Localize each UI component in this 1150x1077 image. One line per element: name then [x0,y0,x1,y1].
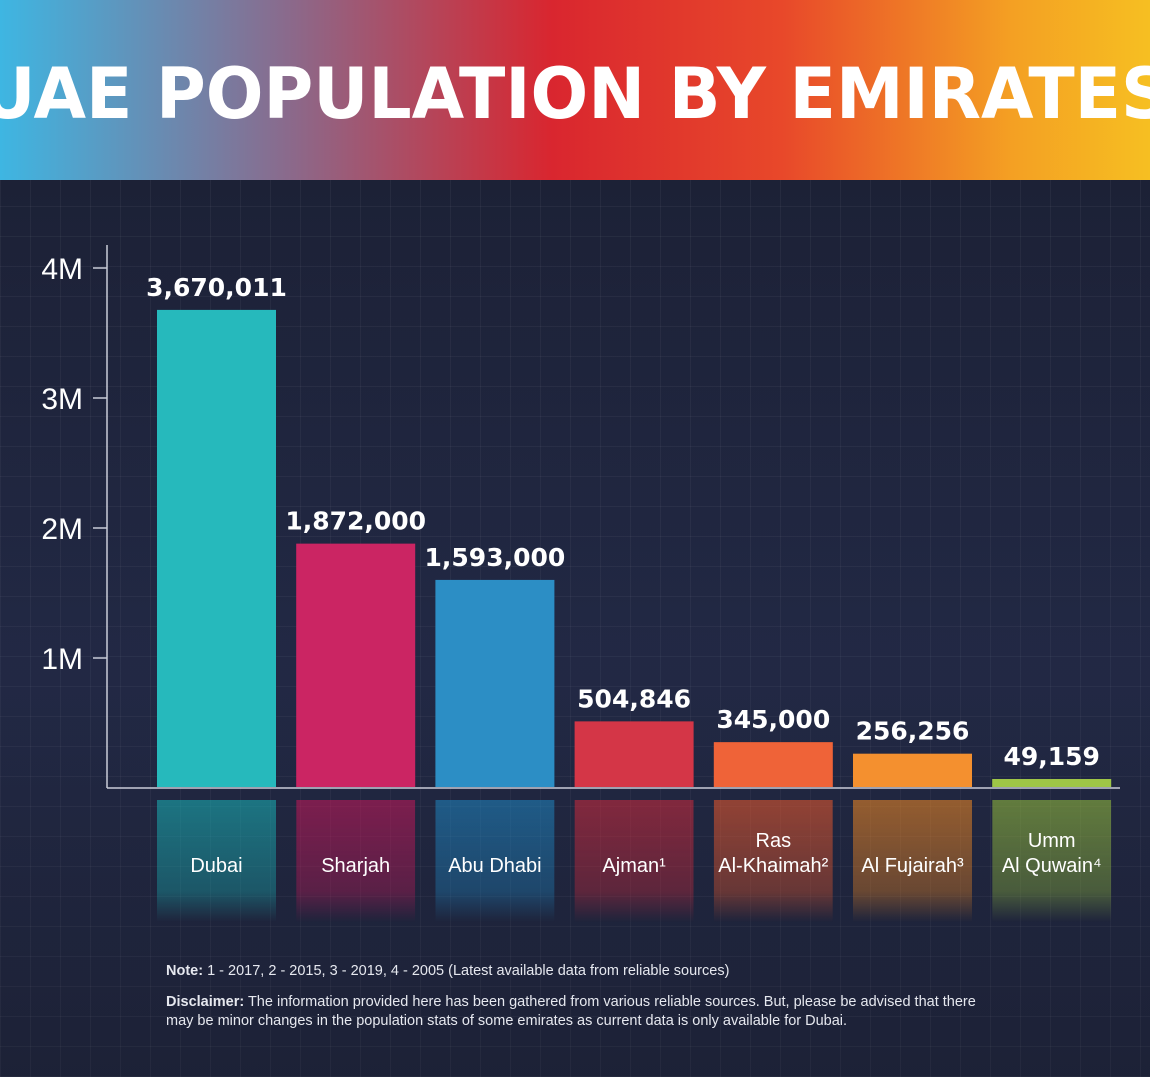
bar-highlight [713,742,833,787]
bar-highlight [435,579,555,787]
y-tick-label: 3M [41,383,83,416]
bar [574,721,694,787]
bar-reflection [157,800,276,922]
value-label: 49,159 [1003,742,1099,771]
bar-chart: 1M 2M 3M 4M 3,670,011 Dubai 1,872,000 Sharjah 1… [41,245,1120,922]
value-label: 1,872,000 [285,507,426,536]
disclaimer-label: Disclaimer: [166,994,245,1010]
category-label: Dubai [190,855,242,877]
category-label: Ajman¹ [602,855,666,877]
bar-reflection [853,800,972,922]
bar-highlight [992,779,1112,787]
value-label: 345,000 [716,705,830,734]
bar [713,742,833,787]
bar-highlight [157,309,276,787]
bar-highlight [853,753,972,787]
bar [435,579,555,787]
category-label: Al-Khaimah² [718,855,828,877]
bar [853,753,972,787]
category-label: Umm [1028,830,1076,852]
note-line: Note: 1 - 2017, 2 - 2015, 3 - 2019, 4 - … [166,962,1006,981]
bar-highlight [296,543,416,787]
category-label: Al Fujairah³ [861,855,964,877]
bar [157,309,276,787]
category-label: Ras [756,830,792,852]
value-label: 256,256 [856,717,970,746]
header-banner: UAE POPULATION BY EMIRATES [0,0,1150,180]
disclaimer-line: Disclaimer: The information provided her… [166,993,1006,1031]
bar-reflection [713,800,833,922]
bar-reflection [574,800,694,922]
y-tick-label: 4M [41,253,83,286]
bar [296,543,416,787]
y-tick-label: 2M [41,513,83,546]
value-label: 1,593,000 [425,543,566,572]
value-label: 3,670,011 [146,273,287,302]
bar-reflection [296,800,416,922]
bar-reflection [992,800,1112,922]
bar-highlight [574,721,694,787]
note-label: Note: [166,963,204,979]
bar [992,779,1112,787]
value-label: 504,846 [577,684,691,713]
notes-section: Note: 1 - 2017, 2 - 2015, 3 - 2019, 4 - … [166,962,1006,1043]
disclaimer-text: The information provided here has been g… [166,994,976,1029]
note-text: 1 - 2017, 2 - 2015, 3 - 2019, 4 - 2005 (… [203,963,730,979]
y-tick-label: 1M [41,643,83,676]
category-label: Sharjah [321,855,390,877]
chart-title: UAE POPULATION BY EMIRATES [0,53,1150,135]
category-label: Abu Dhabi [448,855,541,877]
bar-reflection [435,800,555,922]
category-label: Al Quwain⁴ [1002,855,1102,877]
